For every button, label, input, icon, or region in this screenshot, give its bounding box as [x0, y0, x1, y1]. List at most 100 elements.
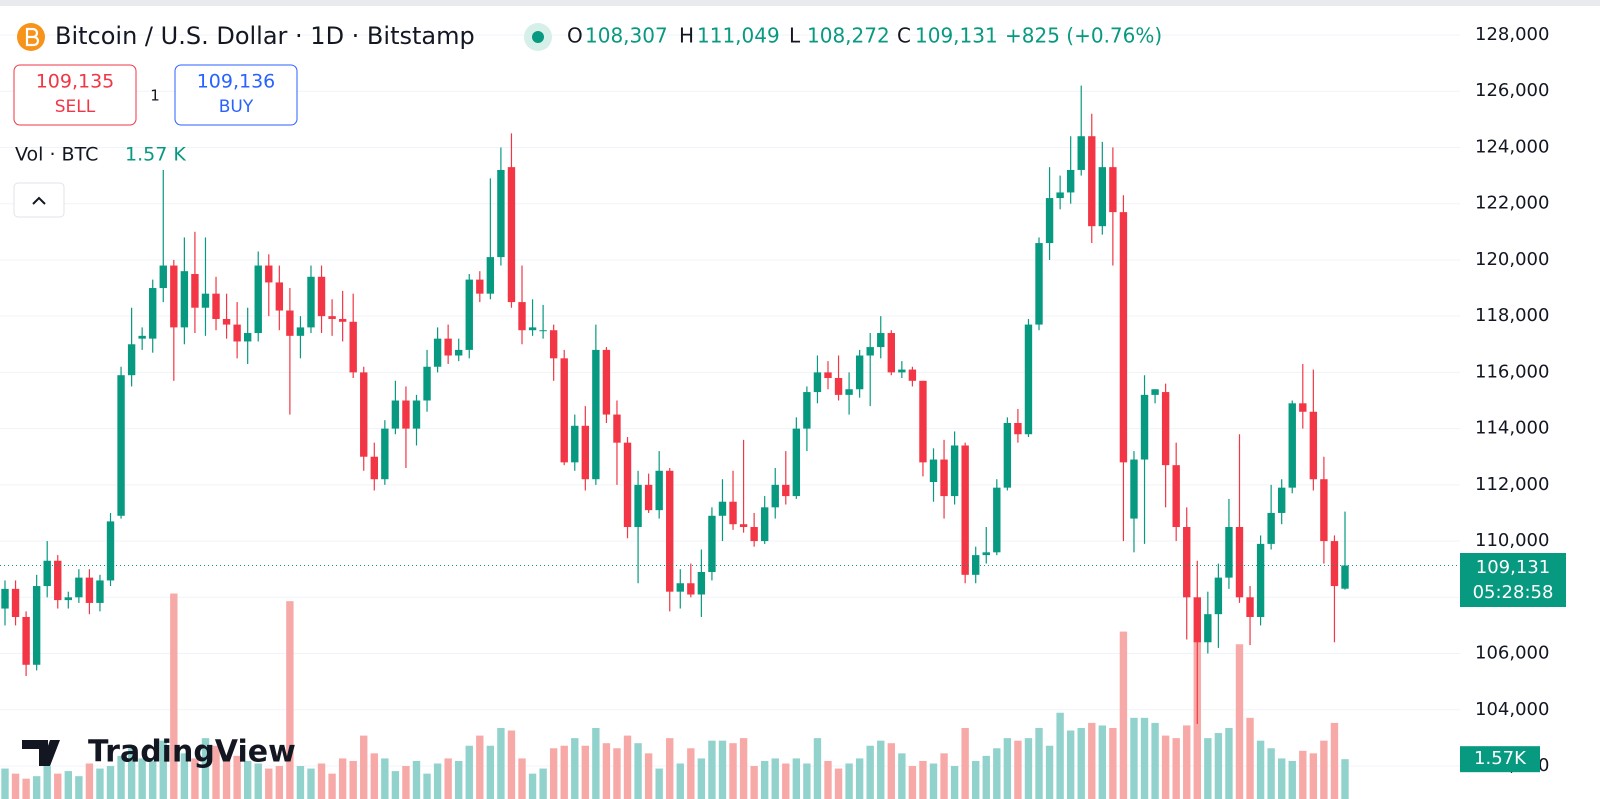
candle-body — [433, 338, 442, 367]
volume-bar — [771, 758, 779, 799]
buy-button[interactable] — [174, 64, 298, 126]
candle-body — [275, 282, 284, 311]
candle-body — [718, 501, 727, 516]
volume-bar — [750, 766, 758, 799]
candle-body — [465, 279, 473, 350]
volume-bar — [592, 727, 600, 799]
y-tick-label: 128,000 — [1475, 24, 1549, 45]
volume-bar — [402, 766, 410, 799]
volume-bar — [1183, 725, 1191, 799]
volume-bar — [507, 730, 516, 799]
volume-bar — [85, 763, 94, 799]
candle-body — [349, 321, 357, 373]
collapse-button[interactable] — [13, 182, 65, 218]
candle-body — [1235, 527, 1244, 598]
volume-bar — [1278, 758, 1286, 799]
volume-bar — [106, 766, 115, 799]
candle-body — [1330, 541, 1339, 587]
candle-body — [518, 302, 526, 331]
volume-bar — [180, 753, 189, 799]
volume-bar — [1320, 740, 1328, 799]
volume-bar — [149, 760, 157, 799]
volume-bar — [328, 773, 336, 799]
volume-bar — [1077, 727, 1085, 799]
volume-bar — [307, 768, 315, 799]
candle-body — [813, 372, 822, 393]
volume-bar — [275, 766, 284, 799]
candle-body — [1151, 389, 1159, 395]
market-status-dot — [532, 31, 544, 43]
candle-body — [170, 265, 178, 328]
y-tick-label: 106,000 — [1475, 643, 1549, 664]
candle-body — [982, 552, 990, 556]
candle-body — [708, 515, 716, 572]
candle-body — [360, 372, 368, 457]
candle-body — [834, 378, 843, 395]
volume-bar — [22, 778, 30, 799]
candle-body — [771, 484, 779, 508]
volume-bar — [117, 755, 125, 799]
candle-body — [381, 428, 389, 480]
volume-bar — [1109, 727, 1117, 799]
bitcoin-glyph — [25, 27, 40, 47]
sell-button[interactable] — [13, 64, 137, 126]
candle-body — [265, 265, 273, 283]
candle-body — [455, 349, 463, 356]
candle-body — [1066, 169, 1075, 193]
candle-body — [866, 347, 874, 356]
candle-body — [887, 333, 895, 373]
volume-bar — [476, 735, 484, 799]
volume-legend-label: Vol · BTC — [15, 144, 98, 166]
top-strip — [0, 0, 1600, 6]
candle-body — [613, 414, 621, 443]
candle-body — [666, 470, 674, 592]
candle-body — [697, 571, 706, 595]
volume-bar — [782, 763, 790, 799]
volume-bar — [877, 740, 885, 799]
candle-body — [898, 369, 906, 373]
tv-logo — [22, 740, 60, 766]
candle-body — [412, 400, 421, 429]
volume-bar — [1235, 644, 1244, 799]
candle-body — [782, 484, 790, 497]
volume-bar — [866, 745, 874, 799]
y-tick-label: 114,000 — [1475, 418, 1549, 439]
volume-bar — [412, 760, 421, 799]
candle-body — [729, 501, 737, 525]
candle-body — [1119, 212, 1128, 463]
volume-bar — [32, 776, 41, 799]
change: +825 (+0.76%) — [1005, 24, 1162, 48]
volume-bar — [666, 738, 674, 799]
candle-body — [655, 470, 663, 511]
watermark: TradingView — [88, 735, 296, 770]
volume-bar — [602, 743, 611, 799]
volume-bar — [739, 738, 748, 799]
candle-body — [1183, 527, 1191, 598]
volume-bar — [1130, 717, 1138, 799]
price-label: 109,131 — [1476, 557, 1550, 578]
candle-body — [1288, 403, 1296, 488]
volume-bar — [813, 738, 822, 799]
volume-legend-value: 1.57 K — [125, 144, 186, 166]
volume-bar — [1014, 740, 1022, 799]
candle-body — [497, 169, 505, 258]
volume-bar — [201, 738, 210, 799]
volume-bar — [455, 760, 463, 799]
candle-body — [1077, 136, 1085, 170]
volume-bar — [940, 753, 948, 799]
volume-bar — [75, 776, 83, 799]
volume-bar — [159, 740, 167, 799]
volume-bar — [1003, 738, 1012, 799]
candle-body — [1172, 465, 1180, 528]
volume-bar — [1, 768, 9, 799]
volume-bar — [718, 740, 727, 799]
candle-body — [254, 265, 262, 334]
volume-bar — [222, 758, 231, 799]
candle-body — [328, 316, 336, 319]
candle-body — [1204, 614, 1212, 643]
ohlc-value: 111,049 — [697, 24, 780, 48]
candle-body — [581, 425, 590, 480]
volume-bar — [96, 768, 104, 799]
candle-body — [919, 380, 927, 463]
candle-body — [1024, 324, 1033, 435]
